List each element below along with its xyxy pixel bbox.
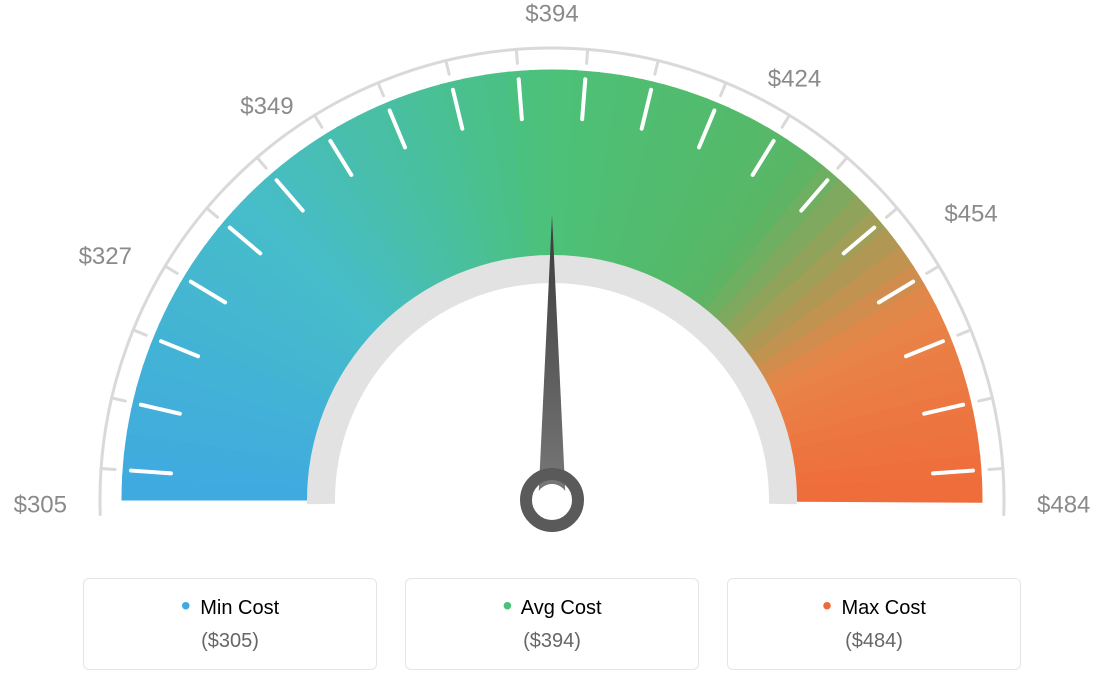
legend-value-min: ($305) [94, 630, 366, 653]
gauge-area: $305 $327 $349 $394 $424 $454 $484 [0, 0, 1104, 560]
legend-title-avg: • Avg Cost [416, 597, 688, 620]
legend-value-avg: ($394) [416, 630, 688, 653]
legend-card-max: • Max Cost ($484) [727, 578, 1021, 670]
legend-title-max: • Max Cost [738, 597, 1010, 620]
legend-label-max: Max Cost [841, 597, 925, 619]
svg-text:$454: $454 [944, 200, 997, 227]
svg-text:$305: $305 [14, 491, 67, 518]
legend-title-min: • Min Cost [94, 597, 366, 620]
svg-text:$327: $327 [79, 243, 132, 270]
legend-card-min: • Min Cost ($305) [83, 578, 377, 670]
legend-label-min: Min Cost [200, 597, 279, 619]
cost-gauge-chart: $305 $327 $349 $394 $424 $454 $484 • Min Cost … [0, 0, 1104, 690]
svg-text:$424: $424 [768, 65, 821, 92]
legend-dot-avg: • [502, 590, 512, 621]
svg-text:$394: $394 [525, 0, 578, 27]
legend-dot-max: • [822, 590, 832, 621]
legend-row: • Min Cost ($305) • Avg Cost ($394) • Ma… [0, 578, 1104, 670]
legend-dot-min: • [181, 590, 191, 621]
legend-value-max: ($484) [738, 630, 1010, 653]
legend-label-avg: Avg Cost [521, 597, 602, 619]
legend-card-avg: • Avg Cost ($394) [405, 578, 699, 670]
svg-text:$484: $484 [1037, 491, 1090, 518]
gauge-svg: $305 $327 $349 $394 $424 $454 $484 [0, 0, 1104, 560]
svg-text:$349: $349 [240, 93, 293, 120]
